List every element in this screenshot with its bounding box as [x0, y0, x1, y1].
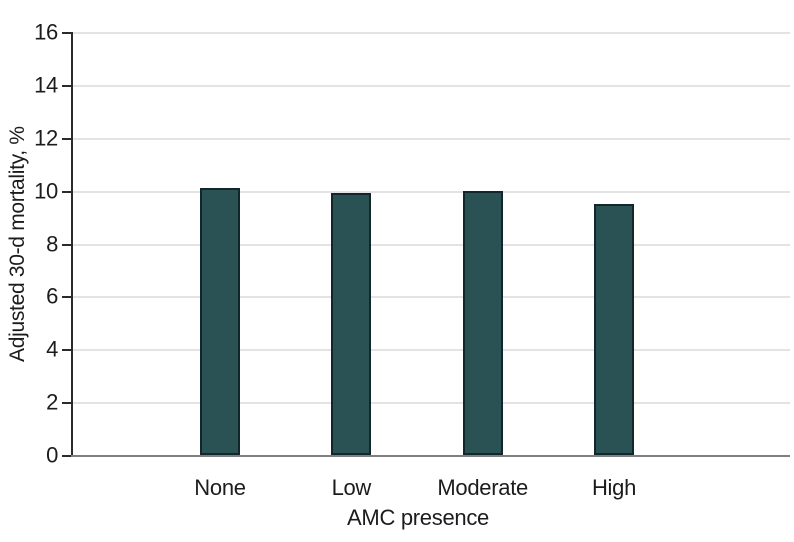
gridline [73, 349, 790, 352]
y-tick [62, 402, 71, 405]
y-tick-label: 16 [34, 19, 58, 45]
gridline [73, 84, 790, 87]
y-tick [62, 190, 71, 193]
x-axis-title: AMC presence [347, 505, 489, 530]
y-tick-label: 10 [34, 178, 58, 204]
y-tick-label: 4 [46, 336, 58, 362]
x-category-label: None [194, 475, 246, 500]
gridline [73, 402, 790, 405]
gridline [73, 296, 790, 299]
y-tick [62, 84, 71, 87]
x-category-label: Low [331, 475, 372, 500]
x-axis-line [71, 455, 790, 457]
y-tick-label: 14 [34, 72, 58, 98]
gridline [73, 190, 790, 193]
bar-moderate [462, 191, 503, 455]
y-tick-label: 2 [46, 389, 58, 415]
y-tick [62, 455, 71, 457]
bar-none [200, 188, 240, 455]
y-tick-label: 8 [46, 230, 58, 256]
y-tick [62, 349, 71, 352]
bar-high [594, 204, 634, 455]
x-category-label: Moderate [437, 475, 528, 500]
y-tick-label: 12 [34, 125, 58, 151]
y-tick [62, 137, 71, 140]
bar-low [331, 193, 372, 455]
y-tick-label: 0 [46, 442, 58, 468]
y-tick-label: 6 [46, 283, 58, 309]
gridline [73, 243, 790, 246]
gridline [73, 32, 790, 34]
gridline [73, 137, 790, 140]
x-category-label: High [591, 475, 637, 500]
y-tick [62, 243, 71, 246]
y-tick [62, 32, 71, 34]
y-tick [62, 296, 71, 299]
y-axis-line [71, 32, 73, 457]
